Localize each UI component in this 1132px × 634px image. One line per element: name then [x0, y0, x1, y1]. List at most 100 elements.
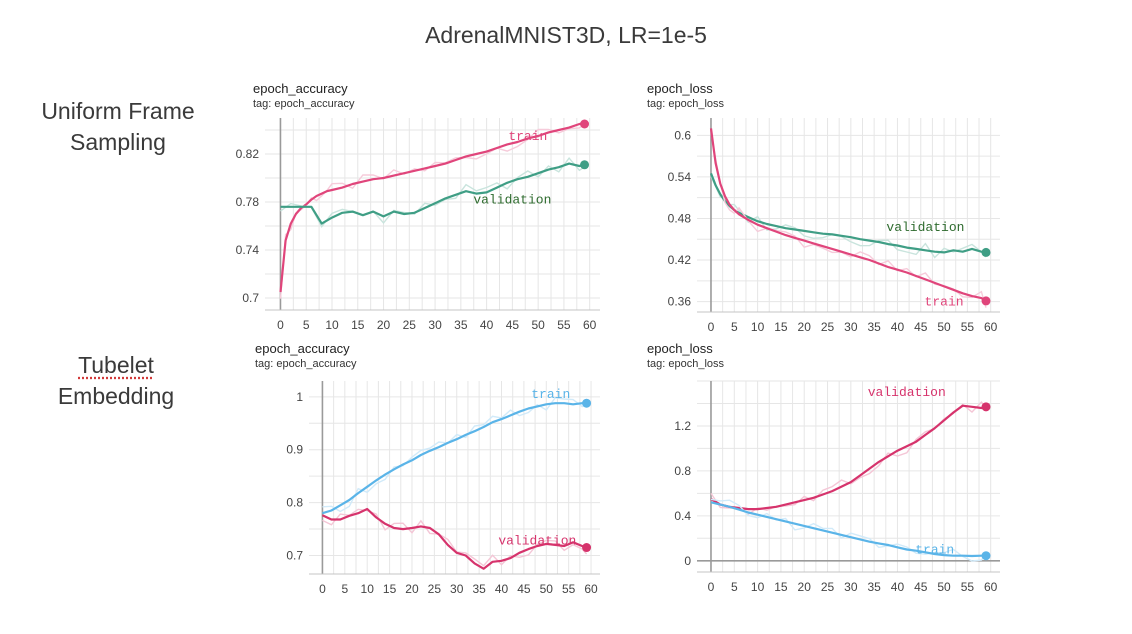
y-tick-label: 0.7 — [286, 548, 303, 562]
series-validation: validation — [710, 385, 991, 516]
x-tick-label: 55 — [562, 582, 576, 596]
x-tick-label: 5 — [341, 582, 348, 596]
row-label-line2: Embedding — [57, 383, 175, 409]
x-tick-label: 0 — [708, 580, 715, 594]
x-tick-label: 50 — [937, 580, 951, 594]
x-tick-label: 60 — [583, 318, 597, 332]
series-raw-line — [322, 397, 587, 513]
chart-title-accuracy-bottom: epoch_accuracy — [255, 341, 350, 356]
x-tick-label: 50 — [937, 320, 951, 334]
series-train: train — [322, 387, 592, 515]
series-raw-line — [280, 156, 585, 228]
chart-subtitle-accuracy-top: tag: epoch_accuracy — [253, 98, 355, 110]
x-tick-label: 20 — [377, 318, 391, 332]
x-tick-label: 40 — [495, 582, 509, 596]
series-line — [321, 507, 587, 570]
series-end-point — [981, 551, 991, 561]
x-tick-label: 25 — [821, 320, 835, 334]
chart-title-loss-bottom: epoch_loss — [647, 341, 713, 356]
series-label: train — [508, 129, 547, 144]
y-tick-label: 0.8 — [674, 464, 691, 478]
y-tick-label: 0.74 — [236, 243, 260, 257]
x-tick-label: 15 — [383, 582, 397, 596]
row-label-uniform-frame-sampling: Uniform Frame Sampling — [8, 96, 228, 158]
series-validation: validation — [280, 156, 590, 228]
series-label: validation — [473, 193, 551, 208]
chart-subtitle-loss-bottom: tag: epoch_loss — [647, 358, 725, 370]
y-tick-label: 0.7 — [242, 291, 259, 305]
series-line — [322, 402, 587, 515]
series-end-point — [582, 543, 592, 553]
y-tick-label: 0.78 — [236, 195, 260, 209]
x-tick-label: 10 — [751, 580, 765, 594]
y-tick-label: 0 — [684, 554, 691, 568]
series-end-point — [580, 119, 590, 129]
row-label-line2: Sampling — [70, 129, 166, 155]
row-label-line1: Uniform Frame — [41, 98, 195, 124]
series-end-point — [981, 296, 991, 306]
x-tick-label: 15 — [351, 318, 365, 332]
x-tick-label: 15 — [774, 580, 788, 594]
y-tick-label: 1.2 — [674, 419, 691, 433]
x-tick-label: 40 — [891, 320, 905, 334]
x-tick-label: 30 — [450, 582, 464, 596]
x-tick-label: 25 — [428, 582, 442, 596]
x-tick-label: 30 — [844, 320, 858, 334]
y-tick-label: 0.9 — [286, 443, 303, 457]
x-tick-label: 20 — [798, 320, 812, 334]
series-train: train — [710, 498, 991, 562]
series-label: validation — [868, 385, 946, 400]
x-tick-label: 55 — [557, 318, 571, 332]
x-tick-label: 45 — [517, 582, 531, 596]
y-tick-label: 0.8 — [286, 496, 303, 510]
chart-subtitle-loss-top: tag: epoch_loss — [647, 98, 725, 110]
x-tick-label: 20 — [405, 582, 419, 596]
series-label: train — [925, 295, 964, 310]
series-train: train — [279, 119, 590, 299]
x-tick-label: 35 — [472, 582, 486, 596]
x-tick-label: 0 — [708, 320, 715, 334]
x-tick-label: 60 — [984, 580, 998, 594]
x-tick-label: 25 — [821, 580, 835, 594]
x-tick-label: 55 — [961, 320, 975, 334]
x-tick-label: 15 — [774, 320, 788, 334]
y-tick-label: 1 — [296, 390, 303, 404]
x-tick-label: 0 — [319, 582, 326, 596]
chart-title-accuracy-top: epoch_accuracy — [253, 81, 348, 96]
series-validation: validation — [321, 507, 592, 570]
y-tick-label: 0.36 — [668, 295, 692, 309]
y-tick-label: 0.42 — [668, 253, 692, 267]
series-end-point — [981, 247, 991, 257]
x-tick-label: 45 — [914, 320, 928, 334]
x-tick-label: 5 — [731, 580, 738, 594]
y-tick-label: 0.82 — [236, 147, 260, 161]
x-tick-label: 40 — [891, 580, 905, 594]
series-end-point — [981, 402, 991, 412]
x-tick-label: 60 — [584, 582, 598, 596]
series-line — [709, 128, 987, 302]
x-tick-label: 35 — [867, 580, 881, 594]
x-tick-label: 5 — [303, 318, 310, 332]
x-tick-label: 30 — [428, 318, 442, 332]
y-tick-label: 0.6 — [674, 128, 691, 142]
x-tick-label: 5 — [731, 320, 738, 334]
x-tick-label: 50 — [540, 582, 554, 596]
series-raw-line — [710, 498, 987, 562]
series-train: train — [709, 128, 991, 310]
x-tick-label: 0 — [277, 318, 284, 332]
y-tick-label: 0.4 — [674, 509, 691, 523]
x-tick-label: 35 — [454, 318, 468, 332]
x-tick-label: 10 — [325, 318, 339, 332]
chart-title-loss-top: epoch_loss — [647, 81, 713, 96]
x-tick-label: 25 — [403, 318, 417, 332]
x-tick-label: 10 — [361, 582, 375, 596]
series-end-point — [580, 160, 590, 170]
grid — [697, 118, 1000, 312]
x-tick-label: 55 — [961, 580, 975, 594]
x-tick-label: 45 — [506, 318, 520, 332]
x-tick-label: 30 — [844, 580, 858, 594]
